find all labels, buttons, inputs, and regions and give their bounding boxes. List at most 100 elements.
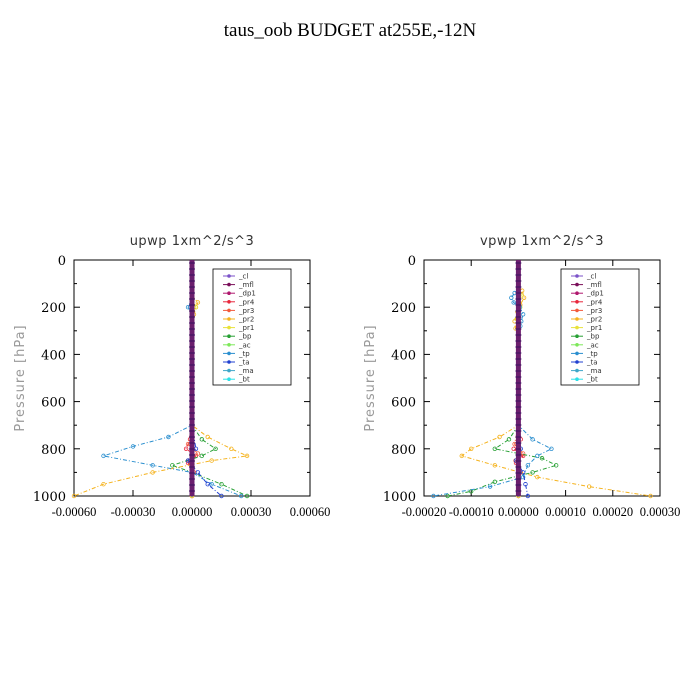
data-point-pr2 (521, 295, 527, 300)
series-line-bp (170, 424, 248, 497)
data-point-pr2 (71, 493, 77, 499)
y-tick-label: 1000 (383, 490, 416, 505)
y-tick-label: 600 (391, 396, 416, 411)
data-point-tp (150, 463, 155, 468)
y-tick-label: 200 (41, 301, 66, 316)
legend-swatch-marker (227, 317, 231, 321)
data-point-tp (525, 463, 531, 468)
data-point-tp (487, 484, 493, 489)
data-point-tp (511, 300, 516, 305)
y-axis-label: Pressure [hPa] (363, 324, 378, 431)
data-point-pr2 (535, 474, 540, 480)
zero-profile-band (515, 260, 521, 496)
legend-swatch-marker (227, 308, 231, 313)
legend-box (560, 268, 640, 386)
legend-swatch-marker (575, 360, 579, 364)
legend-label-pr1: _pr1 (238, 324, 254, 332)
legend-swatch-marker (575, 377, 579, 382)
data-point-bp (244, 493, 250, 499)
data-point-pr2 (469, 446, 474, 451)
panel-title: upwp 1xm^2/s^3 (130, 234, 255, 249)
data-point-ta (523, 482, 528, 487)
data-point-tp (431, 493, 436, 499)
legend-label-dp1: _dp1 (238, 290, 256, 298)
legend-label-bt: _bt (586, 376, 598, 384)
legend-swatch-marker (227, 343, 231, 347)
panel-title: vpwp 1xm^2/s^3 (480, 234, 604, 249)
data-point-pr3 (520, 451, 526, 456)
data-point-tp (166, 434, 171, 440)
legend-label-ma: _ma (238, 367, 254, 375)
legend-label-bt: _bt (238, 376, 250, 384)
data-point-ta (205, 482, 210, 487)
data-point-pr2 (195, 300, 201, 305)
legend-label-ta: _ta (238, 359, 250, 367)
legend-label-pr4: _pr4 (238, 298, 255, 306)
series-line-pr2 (73, 295, 249, 497)
data-point-pr2 (459, 453, 464, 459)
data-point-bp (506, 437, 512, 442)
data-point-pr2 (209, 458, 214, 463)
data-point-bp (492, 446, 497, 451)
legend-swatch-marker (575, 282, 579, 287)
x-tick-label: 0.00030 (231, 505, 272, 519)
legend-label-pr1: _pr1 (586, 324, 602, 332)
data-point-tp (535, 453, 540, 459)
x-tick-label: 0.00000 (498, 505, 539, 519)
y-tick-label: 600 (41, 396, 66, 411)
zero-profile-band (189, 260, 195, 496)
legend-label-ta: _ta (586, 359, 598, 367)
data-point-tp (130, 444, 136, 449)
panel-1: upwp 1xm^2/s^3 Pressure [hPa] 0 200 400 600 80… (13, 234, 330, 519)
legend-label-ac: _ac (586, 341, 599, 349)
data-point-tp (509, 295, 514, 300)
legend-swatch-marker (227, 351, 231, 356)
legend-swatch-marker (227, 368, 231, 373)
data-point-tp (530, 437, 535, 442)
legend-swatch-marker (227, 291, 231, 296)
data-point-bp (530, 470, 535, 475)
data-point-tp (549, 446, 554, 451)
x-tick-label: 0.00030 (640, 505, 681, 519)
legend-swatch-marker (575, 325, 579, 330)
panel-2: vpwp 1xm^2/s^3 Pressure [hPa] 0 200 400 600 80… (363, 234, 680, 519)
data-point-tp (101, 453, 106, 459)
data-point-bp (492, 479, 497, 485)
data-point-bp (170, 463, 175, 468)
data-point-bp (199, 437, 205, 442)
x-tick-label: 0.00010 (545, 505, 586, 519)
legend-swatch-marker (227, 334, 231, 339)
data-point-pr2 (150, 470, 155, 475)
data-point-tp (520, 312, 526, 317)
legend-label-tp: _tp (238, 350, 250, 358)
x-tick-label: 0.00060 (290, 505, 331, 519)
x-tick-label: 0.00000 (172, 505, 213, 519)
legend-label-dp1: _dp1 (586, 290, 604, 298)
y-tick-label: 800 (41, 443, 66, 458)
legend-swatch-marker (575, 317, 579, 321)
legend-swatch-marker (575, 351, 579, 356)
y-tick-label: 800 (391, 443, 416, 458)
data-point-pr2 (229, 446, 234, 451)
data-point-pr2 (648, 493, 653, 499)
legend-label-pr2: _pr2 (586, 316, 602, 324)
data-point-pr4 (520, 453, 526, 459)
legend-swatch-marker (227, 325, 231, 330)
legend-label-tp: _tp (586, 350, 598, 358)
data-point-bp (553, 463, 559, 468)
x-tick-label: -0.00020 (402, 505, 447, 519)
y-tick-label: 400 (391, 348, 416, 363)
data-point-ta (525, 493, 531, 499)
data-point-bp (539, 456, 545, 461)
legend-label-mfl: _mfl (586, 281, 602, 289)
legend-label-pr4: _pr4 (586, 298, 603, 306)
data-point-pr2 (205, 434, 210, 440)
data-point-pr2 (101, 482, 106, 487)
x-tick-label: 0.00020 (592, 505, 633, 519)
data-point-tp (520, 474, 526, 480)
legend-swatch-marker (575, 343, 579, 347)
legend-swatch-marker (227, 300, 231, 304)
data-point-pr2 (497, 434, 502, 440)
legend-swatch-marker (227, 274, 231, 278)
